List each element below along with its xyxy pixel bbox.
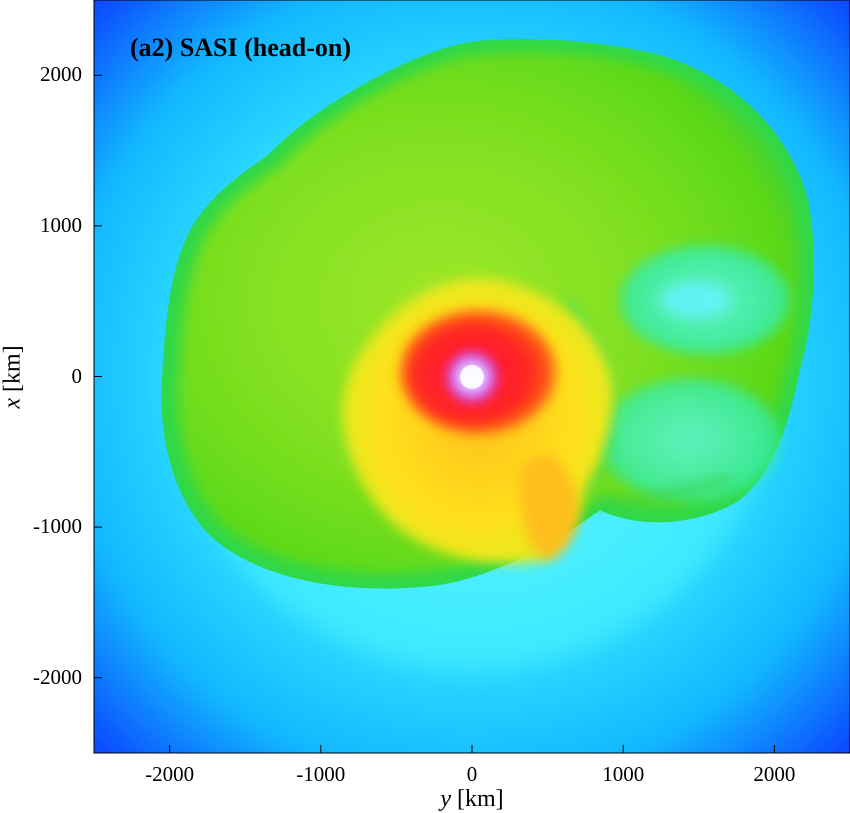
y-axis-variable: x: [0, 398, 26, 409]
panel-title: (a2) SASI (head-on): [130, 33, 352, 62]
x-axis-variable: y: [440, 786, 451, 812]
x-axis-unit: [km]: [457, 786, 504, 812]
x-tick-label: 1000: [602, 762, 645, 786]
y-tick-label: 0: [71, 363, 83, 388]
axes-frame: [93, 0, 850, 754]
x-axis-label: y [km]: [440, 786, 503, 813]
y-tick-label: 2000: [40, 62, 82, 87]
y-tick-label: 1000: [40, 212, 82, 237]
y-tick-label: -2000: [33, 664, 82, 689]
x-tick-label: 2000: [753, 762, 796, 786]
y-axis-unit: [km]: [0, 345, 26, 392]
heatmap-image: [94, 0, 850, 753]
x-tick-label: 0: [466, 762, 478, 786]
x-tick-label: -2000: [145, 762, 195, 786]
y-tick-label: -1000: [33, 514, 82, 539]
y-axis-label: x [km]: [0, 345, 27, 408]
x-tick-label: -1000: [296, 762, 346, 786]
